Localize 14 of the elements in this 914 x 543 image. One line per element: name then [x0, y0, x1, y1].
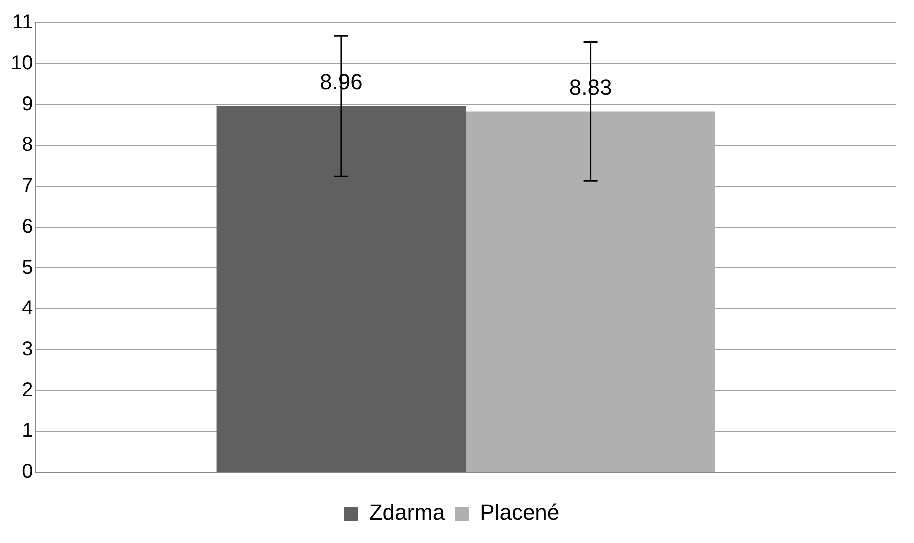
y-tick-label: 0 [22, 461, 34, 484]
y-tick-label: 6 [22, 216, 34, 238]
legend-label: Placené [480, 500, 560, 526]
y-tick-label: 4 [22, 298, 34, 320]
y-tick-label: 10 [10, 52, 34, 74]
y-tick-label: 1 [22, 420, 34, 442]
y-tick-label: 11 [12, 12, 34, 34]
y-tick-label: 7 [22, 175, 34, 198]
y-tick-label: 3 [22, 338, 34, 360]
y-tick-label: 2 [22, 379, 34, 402]
legend-label: Zdarma [369, 500, 446, 526]
y-tick-label: 5 [22, 256, 34, 279]
y-tick-label: 8 [22, 134, 34, 156]
y-tick-label: 9 [22, 93, 34, 116]
